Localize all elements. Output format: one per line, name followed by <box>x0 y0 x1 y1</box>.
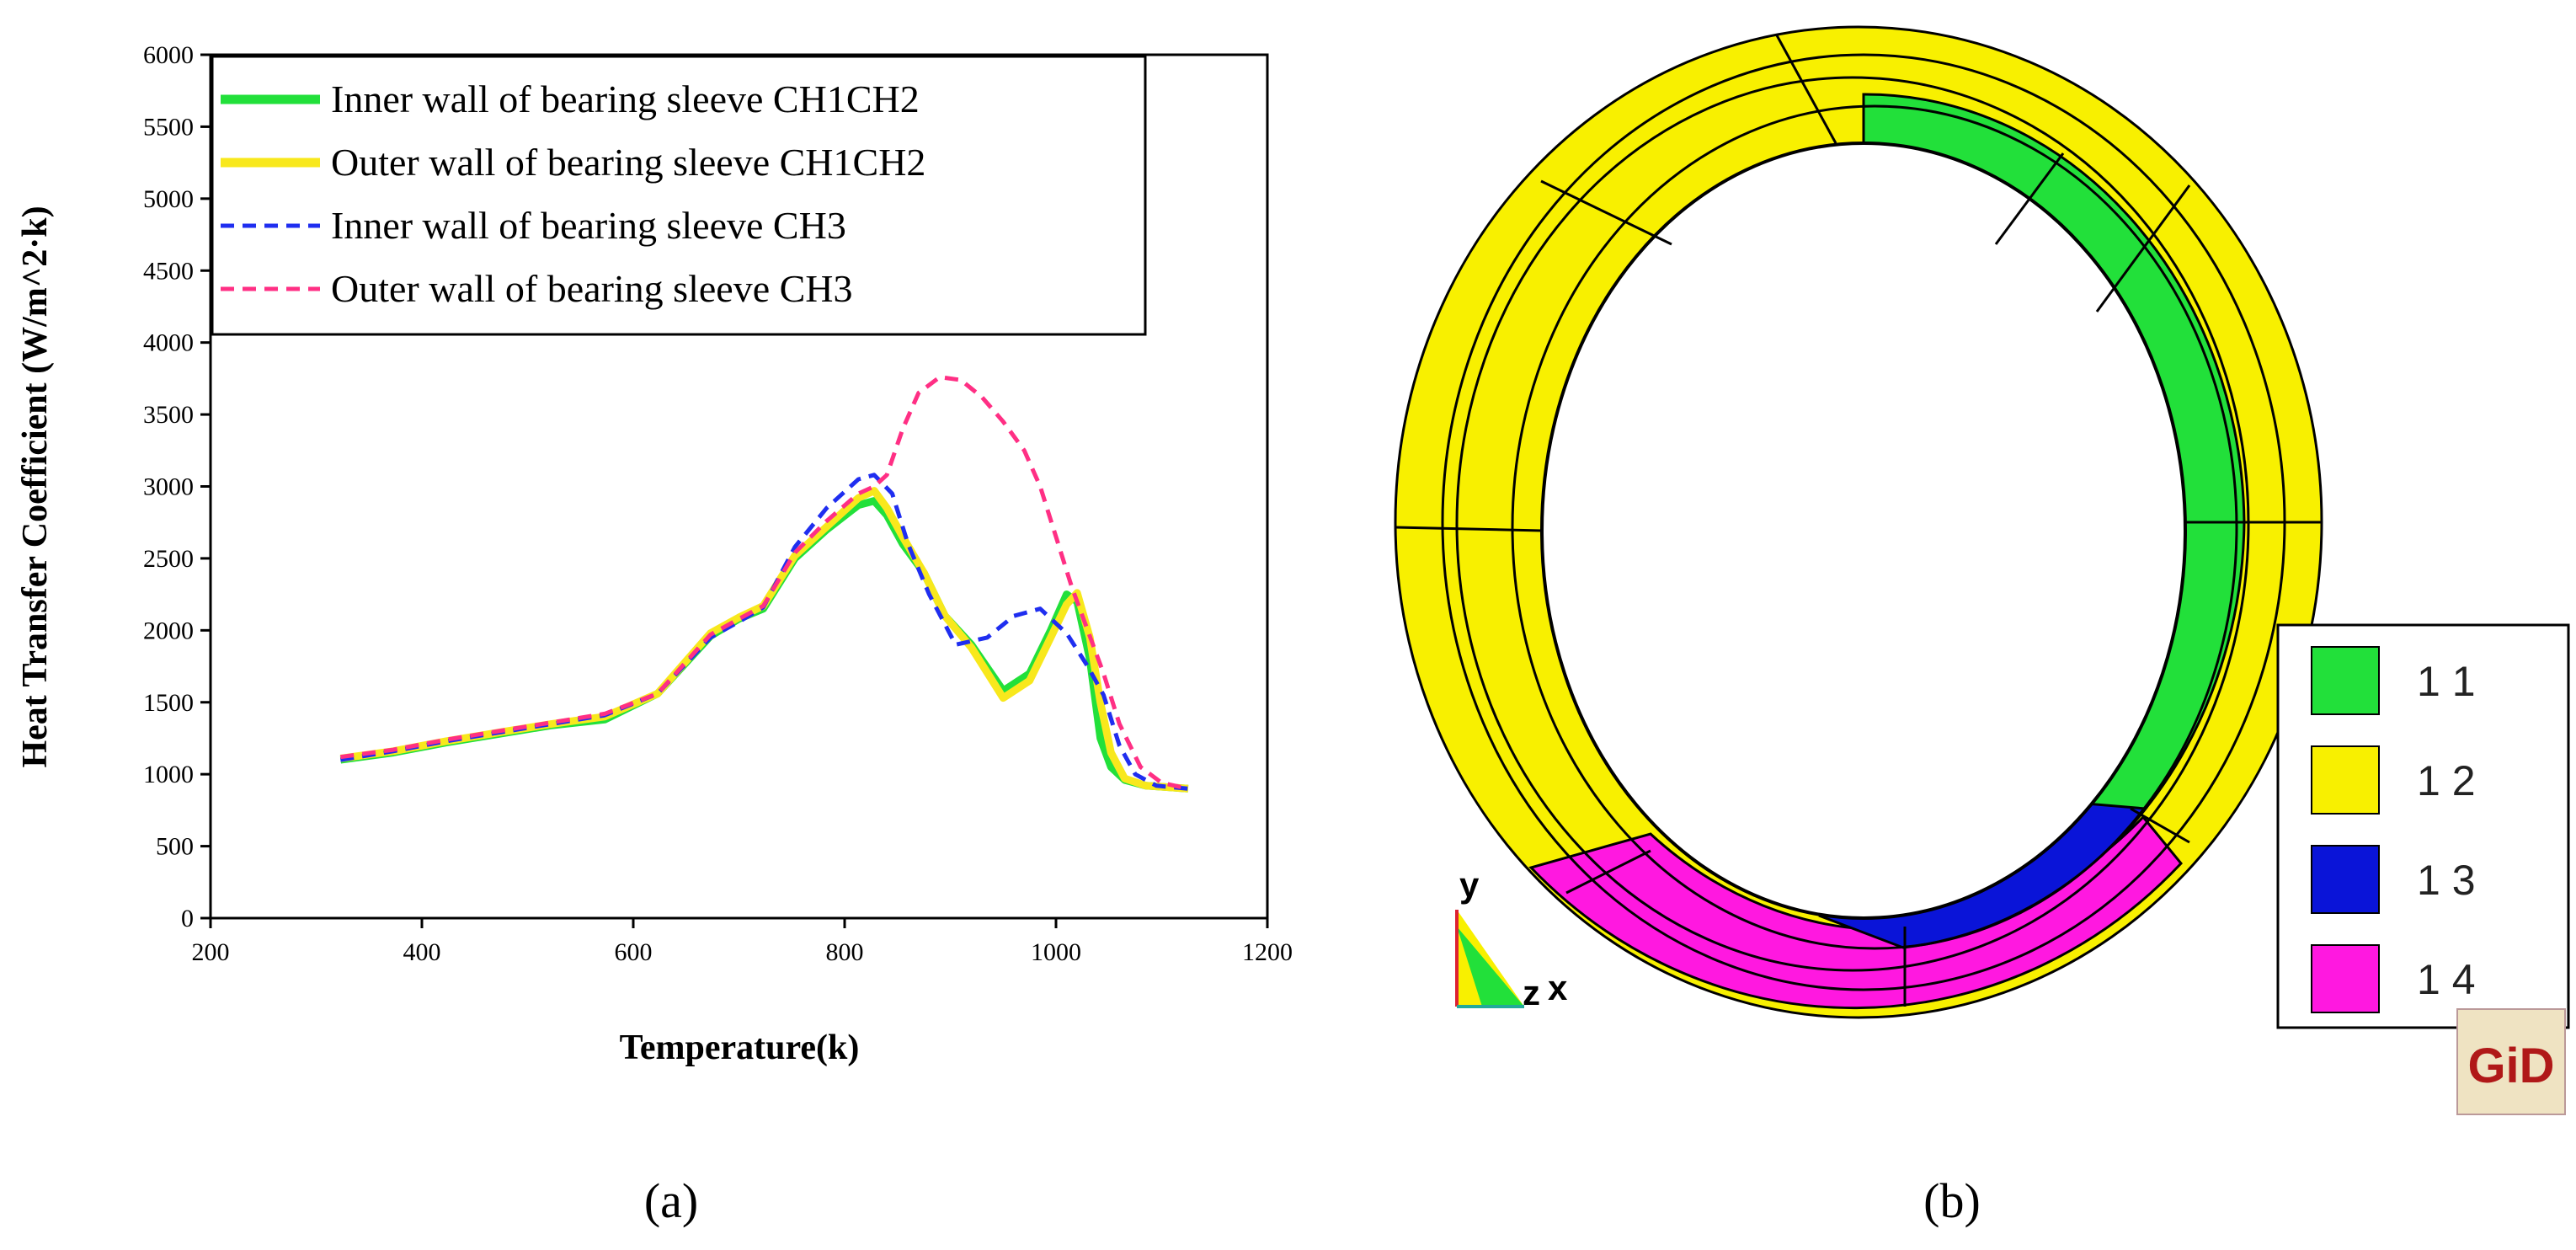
x-tick-label: 400 <box>403 938 441 966</box>
triad-x-label: x <box>1548 968 1568 1007</box>
legend: Inner wall of bearing sleeve CH1CH2 Outer… <box>211 55 1147 336</box>
y-tick-label: 1000 <box>143 761 194 788</box>
y-ticks: 0 500 1000 1500 2000 2500 3000 3500 4000 4500 5000… <box>143 41 211 932</box>
legend-label-4: Outer wall of bearing sleeve CH3 <box>331 267 853 310</box>
panel-a-label: (a) <box>644 1173 698 1228</box>
series-line-3 <box>339 473 1189 791</box>
legend-label-2: Outer wall of bearing sleeve CH1CH2 <box>331 141 925 184</box>
y-tick-label: 3500 <box>143 401 194 429</box>
x-tick-label: 600 <box>615 938 653 966</box>
region-14-magenta <box>1528 815 2183 1010</box>
legend-box <box>211 55 1147 336</box>
gid-logo-text: GiD <box>2467 1039 2554 1093</box>
y-tick-label: 2500 <box>143 545 194 573</box>
panel-a-chart: 0 500 1000 1500 2000 2500 3000 3500 4000 4500 5000… <box>16 41 1293 1228</box>
ring-bore <box>1540 142 2187 920</box>
y-tick-label: 0 <box>181 905 194 932</box>
legend-label-3: Inner wall of bearing sleeve CH3 <box>331 204 846 247</box>
ring-legend-swatch-3 <box>2311 845 2380 914</box>
panel-b-ring: y z x 1 1 1 2 1 3 1 4 GiD (b) <box>1394 25 2570 1228</box>
ring-legend-swatch-4 <box>2311 944 2380 1013</box>
gid-logo: GiD <box>2456 1008 2566 1115</box>
ring-legend-label-2: 1 2 <box>2417 757 2476 804</box>
y-tick-label: 5500 <box>143 113 194 141</box>
series-line-1 <box>339 497 1189 793</box>
gid-logo-bg <box>2456 1008 2566 1115</box>
ring-legend-label-3: 1 3 <box>2417 857 2476 904</box>
panel-b-label: (b) <box>1923 1173 1981 1228</box>
x-tick-label: 800 <box>826 938 864 966</box>
y-tick-label: 3000 <box>143 473 194 501</box>
y-tick-label: 500 <box>156 833 194 861</box>
y-tick-label: 1500 <box>143 689 194 717</box>
ring-legend-swatch-2 <box>2311 745 2380 815</box>
axes-triad: y z x <box>1455 865 1568 1012</box>
series-line-4 <box>340 375 1189 791</box>
y-tick-label: 5000 <box>143 185 194 213</box>
y-tick-label: 4500 <box>143 257 194 285</box>
x-tick-label: 200 <box>192 938 230 966</box>
ring-mesh-lines <box>1395 35 2322 1007</box>
y-tick-label: 6000 <box>143 41 194 69</box>
triad-fill-green <box>1457 927 1524 1007</box>
plot-frame <box>209 53 1269 920</box>
x-tick-label: 1000 <box>1031 938 1081 966</box>
ring-legend-swatch-1 <box>2311 646 2380 715</box>
ring-legend: 1 1 1 2 1 3 1 4 <box>2276 623 2570 1029</box>
triad-z-label: z <box>1523 973 1540 1012</box>
series-lines <box>339 375 1189 793</box>
x-ticks: 200 400 600 800 1000 1200 <box>192 918 1293 966</box>
ring-legend-label-4: 1 4 <box>2417 956 2476 1003</box>
triad-y-label: y <box>1459 865 1480 905</box>
x-axis-title: Temperature(k) <box>620 1028 860 1067</box>
y-tick-label: 2000 <box>143 617 194 644</box>
series-line-2 <box>339 487 1189 793</box>
legend-label-1: Inner wall of bearing sleeve CH1CH2 <box>331 77 920 120</box>
ring-model <box>1394 25 2323 1019</box>
y-tick-label: 4000 <box>143 329 194 357</box>
triad-fill-yellow <box>1457 910 1524 1007</box>
x-tick-label: 1200 <box>1242 938 1293 966</box>
y-axis-title: Heat Transfer Coefficient (W/m^2·k) <box>16 206 55 767</box>
ring-legend-label-1: 1 1 <box>2417 658 2476 705</box>
